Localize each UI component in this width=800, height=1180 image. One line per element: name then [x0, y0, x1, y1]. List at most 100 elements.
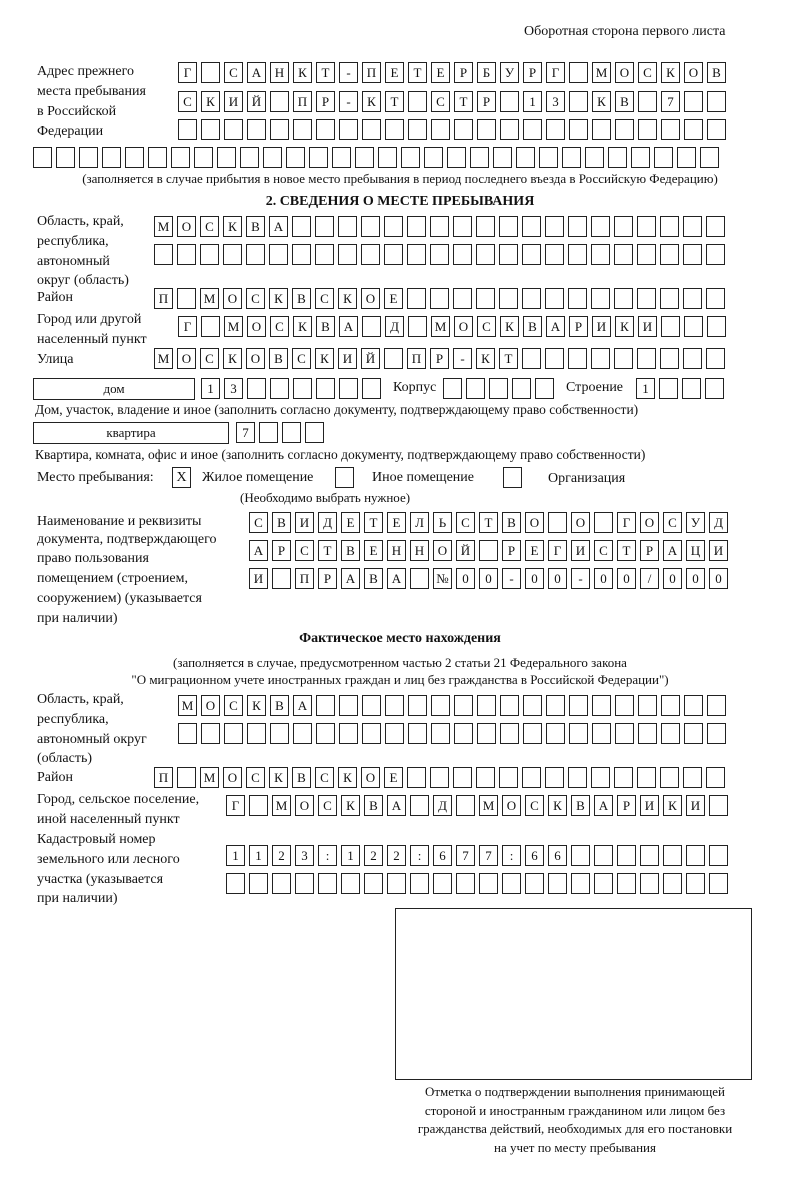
korpus-row[interactable] — [443, 378, 554, 400]
char-cell[interactable]: А — [594, 795, 613, 816]
char-cell[interactable]: О — [454, 316, 473, 337]
char-cell[interactable] — [614, 767, 633, 788]
char-cell[interactable] — [477, 695, 496, 716]
char-cell[interactable] — [660, 767, 679, 788]
char-cell[interactable] — [637, 244, 656, 265]
char-cell[interactable] — [408, 723, 427, 744]
char-cell[interactable]: А — [663, 540, 682, 561]
char-cell[interactable]: 3 — [295, 845, 314, 866]
char-cell[interactable]: Д — [433, 795, 452, 816]
char-cell[interactable] — [640, 873, 659, 894]
previous-address-row-4[interactable] — [33, 147, 719, 169]
char-cell[interactable]: Г — [548, 540, 567, 561]
char-cell[interactable]: А — [387, 795, 406, 816]
char-cell[interactable]: 1 — [341, 845, 360, 866]
char-cell[interactable]: 2 — [272, 845, 291, 866]
char-cell[interactable] — [499, 767, 518, 788]
char-cell[interactable] — [247, 378, 266, 399]
char-cell[interactable]: 0 — [456, 568, 475, 589]
char-cell[interactable] — [424, 147, 443, 168]
char-cell[interactable] — [456, 795, 475, 816]
char-cell[interactable] — [201, 62, 220, 83]
char-cell[interactable]: Е — [341, 512, 360, 533]
char-cell[interactable] — [706, 348, 725, 369]
char-cell[interactable] — [102, 147, 121, 168]
char-cell[interactable]: О — [223, 767, 242, 788]
char-cell[interactable]: В — [364, 795, 383, 816]
char-cell[interactable] — [293, 119, 312, 140]
char-cell[interactable]: К — [223, 216, 242, 237]
char-cell[interactable] — [592, 695, 611, 716]
char-cell[interactable]: И — [592, 316, 611, 337]
char-cell[interactable] — [608, 147, 627, 168]
char-cell[interactable]: С — [315, 767, 334, 788]
char-cell[interactable]: Р — [454, 62, 473, 83]
char-cell[interactable] — [516, 147, 535, 168]
char-cell[interactable]: А — [269, 216, 288, 237]
apartment-type-field[interactable]: квартира — [33, 422, 229, 444]
char-cell[interactable]: А — [341, 568, 360, 589]
char-cell[interactable] — [683, 288, 702, 309]
char-cell[interactable]: М — [154, 348, 173, 369]
char-cell[interactable]: 0 — [479, 568, 498, 589]
char-cell[interactable] — [362, 695, 381, 716]
char-cell[interactable]: К — [247, 695, 266, 716]
char-cell[interactable]: Н — [270, 62, 289, 83]
char-cell[interactable]: С — [431, 91, 450, 112]
char-cell[interactable] — [447, 147, 466, 168]
char-cell[interactable] — [661, 316, 680, 337]
char-cell[interactable] — [562, 147, 581, 168]
char-cell[interactable] — [686, 873, 705, 894]
char-cell[interactable] — [309, 147, 328, 168]
char-cell[interactable]: 1 — [201, 378, 220, 399]
char-cell[interactable]: П — [295, 568, 314, 589]
char-cell[interactable]: М — [200, 288, 219, 309]
char-cell[interactable] — [315, 244, 334, 265]
char-cell[interactable] — [684, 695, 703, 716]
char-cell[interactable] — [706, 244, 725, 265]
char-cell[interactable]: Н — [410, 540, 429, 561]
char-cell[interactable]: П — [293, 91, 312, 112]
char-cell[interactable] — [364, 873, 383, 894]
char-cell[interactable]: С — [200, 348, 219, 369]
char-cell[interactable]: К — [661, 62, 680, 83]
char-cell[interactable] — [476, 244, 495, 265]
char-cell[interactable] — [535, 378, 554, 399]
char-cell[interactable] — [591, 348, 610, 369]
char-cell[interactable] — [615, 119, 634, 140]
char-cell[interactable] — [591, 767, 610, 788]
char-cell[interactable]: Н — [387, 540, 406, 561]
char-cell[interactable]: К — [592, 91, 611, 112]
char-cell[interactable]: Г — [178, 62, 197, 83]
char-cell[interactable]: К — [338, 288, 357, 309]
char-cell[interactable] — [305, 422, 324, 443]
char-cell[interactable]: : — [318, 845, 337, 866]
char-cell[interactable] — [545, 348, 564, 369]
char-cell[interactable]: Т — [408, 62, 427, 83]
char-cell[interactable] — [154, 244, 173, 265]
char-cell[interactable] — [339, 119, 358, 140]
char-cell[interactable] — [569, 62, 588, 83]
char-cell[interactable]: Е — [384, 767, 403, 788]
char-cell[interactable]: И — [709, 540, 728, 561]
char-cell[interactable] — [401, 147, 420, 168]
char-cell[interactable]: И — [686, 795, 705, 816]
char-cell[interactable] — [408, 316, 427, 337]
char-cell[interactable] — [500, 723, 519, 744]
char-cell[interactable] — [456, 873, 475, 894]
char-cell[interactable]: П — [407, 348, 426, 369]
char-cell[interactable] — [259, 422, 278, 443]
char-cell[interactable] — [282, 422, 301, 443]
char-cell[interactable] — [512, 378, 531, 399]
char-cell[interactable] — [453, 288, 472, 309]
char-cell[interactable]: Р — [272, 540, 291, 561]
char-cell[interactable] — [522, 288, 541, 309]
char-cell[interactable] — [522, 244, 541, 265]
char-cell[interactable] — [594, 512, 613, 533]
char-cell[interactable]: 7 — [456, 845, 475, 866]
char-cell[interactable]: В — [571, 795, 590, 816]
char-cell[interactable] — [591, 288, 610, 309]
char-cell[interactable] — [387, 873, 406, 894]
